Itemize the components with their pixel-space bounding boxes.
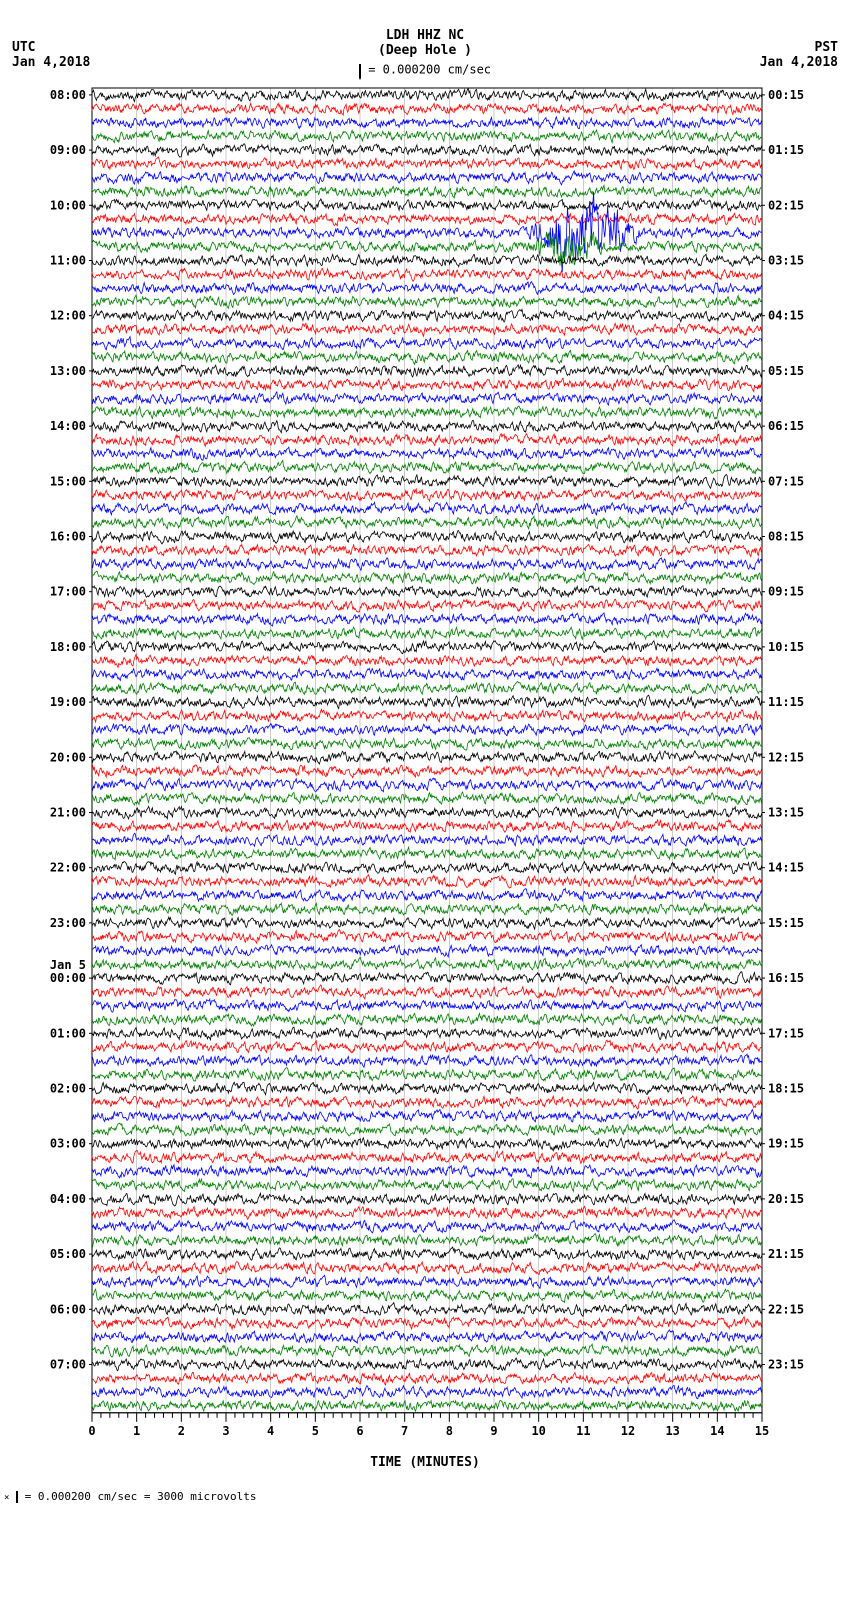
footer-scale-bar-icon xyxy=(16,1491,18,1503)
svg-text:9: 9 xyxy=(490,1424,497,1438)
footer-text: = 0.000200 cm/sec = 3000 microvolts xyxy=(25,1490,257,1503)
svg-text:01:00: 01:00 xyxy=(49,1026,85,1040)
svg-text:03:00: 03:00 xyxy=(49,1137,85,1151)
svg-text:23:00: 23:00 xyxy=(49,916,85,930)
svg-text:11: 11 xyxy=(576,1424,590,1438)
svg-text:10:15: 10:15 xyxy=(767,640,803,654)
svg-text:19:15: 19:15 xyxy=(767,1137,803,1151)
svg-text:21:00: 21:00 xyxy=(49,805,85,819)
scale-bar-icon xyxy=(359,64,361,80)
svg-text:02:00: 02:00 xyxy=(49,1081,85,1095)
svg-text:6: 6 xyxy=(356,1424,363,1438)
svg-text:22:15: 22:15 xyxy=(767,1302,803,1316)
svg-text:09:00: 09:00 xyxy=(49,143,85,157)
svg-text:19:00: 19:00 xyxy=(49,695,85,709)
footer-bar-icon: × xyxy=(4,1493,9,1503)
svg-text:18:00: 18:00 xyxy=(49,640,85,654)
svg-text:0: 0 xyxy=(88,1424,95,1438)
svg-text:14:00: 14:00 xyxy=(49,419,85,433)
svg-text:16:00: 16:00 xyxy=(49,529,85,543)
helicorder-plot: 08:00 00:15 09:00 01:15 10:00 02:15 11:00 03:15… xyxy=(37,84,814,1453)
svg-text:10: 10 xyxy=(531,1424,545,1438)
svg-text:4: 4 xyxy=(267,1424,274,1438)
svg-text:1: 1 xyxy=(133,1424,140,1438)
svg-text:12:15: 12:15 xyxy=(767,750,803,764)
svg-text:05:15: 05:15 xyxy=(767,364,803,378)
svg-text:12: 12 xyxy=(620,1424,634,1438)
svg-text:14:15: 14:15 xyxy=(767,861,803,875)
svg-text:13: 13 xyxy=(665,1424,679,1438)
svg-text:20:15: 20:15 xyxy=(767,1192,803,1206)
header: UTC Jan 4,2018 LDH HHZ NC (Deep Hole ) P… xyxy=(0,0,850,70)
title-line1: LDH HHZ NC xyxy=(0,28,850,43)
svg-text:13:00: 13:00 xyxy=(49,364,85,378)
svg-text:11:00: 11:00 xyxy=(49,253,85,267)
scale-marker: = 0.000200 cm/sec xyxy=(0,62,850,78)
svg-text:18:15: 18:15 xyxy=(767,1081,803,1095)
svg-text:Jan 5: Jan 5 xyxy=(49,958,85,972)
svg-text:15:00: 15:00 xyxy=(49,474,85,488)
svg-text:09:15: 09:15 xyxy=(767,585,803,599)
svg-text:23:15: 23:15 xyxy=(767,1357,803,1371)
xaxis-label: TIME (MINUTES) xyxy=(0,1455,850,1470)
svg-text:02:15: 02:15 xyxy=(767,198,803,212)
title-line2: (Deep Hole ) xyxy=(0,43,850,58)
svg-text:15: 15 xyxy=(754,1424,768,1438)
svg-text:15:15: 15:15 xyxy=(767,916,803,930)
svg-text:3: 3 xyxy=(222,1424,229,1438)
svg-text:22:00: 22:00 xyxy=(49,861,85,875)
svg-text:07:15: 07:15 xyxy=(767,474,803,488)
svg-text:04:00: 04:00 xyxy=(49,1192,85,1206)
svg-text:01:15: 01:15 xyxy=(767,143,803,157)
svg-text:05:00: 05:00 xyxy=(49,1247,85,1261)
svg-text:14: 14 xyxy=(710,1424,724,1438)
svg-text:04:15: 04:15 xyxy=(767,309,803,323)
footer: × = 0.000200 cm/sec = 3000 microvolts xyxy=(0,1490,850,1503)
svg-text:21:15: 21:15 xyxy=(767,1247,803,1261)
svg-text:11:15: 11:15 xyxy=(767,695,803,709)
header-title: LDH HHZ NC (Deep Hole ) xyxy=(0,28,850,58)
svg-text:03:15: 03:15 xyxy=(767,253,803,267)
svg-text:08:15: 08:15 xyxy=(767,529,803,543)
svg-text:07:00: 07:00 xyxy=(49,1357,85,1371)
svg-text:20:00: 20:00 xyxy=(49,750,85,764)
svg-text:06:15: 06:15 xyxy=(767,419,803,433)
scale-text: = 0.000200 cm/sec xyxy=(368,63,491,77)
svg-text:2: 2 xyxy=(177,1424,184,1438)
svg-text:17:15: 17:15 xyxy=(767,1026,803,1040)
svg-text:10:00: 10:00 xyxy=(49,198,85,212)
svg-text:00:00: 00:00 xyxy=(49,971,85,985)
svg-text:06:00: 06:00 xyxy=(49,1302,85,1316)
svg-text:8: 8 xyxy=(445,1424,452,1438)
plot-container: 08:00 00:15 09:00 01:15 10:00 02:15 11:00 03:15… xyxy=(0,84,850,1470)
svg-text:5: 5 xyxy=(311,1424,318,1438)
svg-text:08:00: 08:00 xyxy=(49,88,85,102)
svg-text:13:15: 13:15 xyxy=(767,805,803,819)
svg-text:00:15: 00:15 xyxy=(767,88,803,102)
pst-label: PST xyxy=(760,40,838,55)
svg-text:16:15: 16:15 xyxy=(767,971,803,985)
page: UTC Jan 4,2018 LDH HHZ NC (Deep Hole ) P… xyxy=(0,0,850,1503)
svg-text:17:00: 17:00 xyxy=(49,585,85,599)
svg-text:7: 7 xyxy=(401,1424,408,1438)
svg-text:12:00: 12:00 xyxy=(49,309,85,323)
